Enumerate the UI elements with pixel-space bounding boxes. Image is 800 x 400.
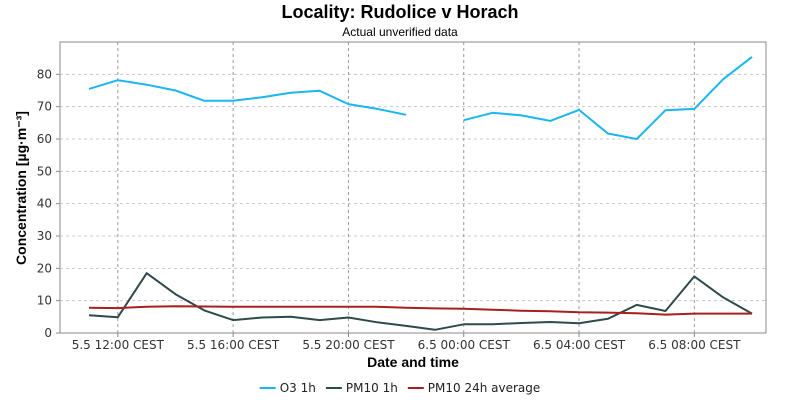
series-line [463, 56, 753, 140]
legend-item: PM10 24h average [407, 381, 541, 395]
y-tick-label: 60 [37, 132, 52, 146]
x-tick-label: 6.5 00:00 CEST [418, 338, 511, 352]
plot-area [59, 41, 767, 334]
x-tick-label: 6.5 04:00 CEST [533, 338, 626, 352]
series-pm10-1h [88, 272, 753, 331]
y-tick-label: 20 [37, 261, 52, 275]
chart-title: Locality: Rudolice v Horach [281, 2, 518, 22]
chart-subtitle: Actual unverified data [342, 25, 458, 39]
x-tick-label: 5.5 20:00 CEST [302, 338, 395, 352]
x-tick-label: 6.5 08:00 CEST [648, 338, 741, 352]
y-tick-label: 50 [37, 164, 52, 178]
y-axis-title: Concentration [µg·m⁻³] [13, 111, 29, 265]
x-axis-ticks: 5.5 12:00 CEST 5.5 16:00 CEST 5.5 20:00 CE… [72, 333, 741, 352]
x-tick-label: 5.5 16:00 CEST [187, 338, 280, 352]
y-tick-label: 80 [37, 67, 52, 81]
series-line [88, 272, 753, 331]
y-tick-label: 10 [37, 294, 52, 308]
y-tick-label: 30 [37, 229, 52, 243]
legend-item: O3 1h [259, 381, 316, 395]
legend-label: O3 1h [280, 381, 316, 395]
series-lines [88, 56, 753, 331]
y-tick-label: 40 [37, 197, 52, 211]
legend-item: PM10 1h [325, 381, 398, 395]
legend-label: PM10 1h [346, 381, 398, 395]
series-line [88, 79, 407, 116]
series-line [88, 305, 752, 316]
legend-label: PM10 24h average [428, 381, 541, 395]
x-axis-title: Date and time [367, 354, 459, 370]
grid [60, 42, 766, 333]
y-axis-ticks: 0 10 20 30 40 50 60 70 80 [37, 67, 60, 340]
series-pm10-24h-average [88, 305, 752, 316]
y-tick-label: 0 [44, 326, 52, 340]
x-tick-label: 5.5 12:00 CEST [72, 338, 165, 352]
y-tick-label: 70 [37, 100, 52, 114]
series-o3-1h [88, 56, 753, 140]
legend: O3 1h PM10 1h PM10 24h average [259, 381, 541, 395]
